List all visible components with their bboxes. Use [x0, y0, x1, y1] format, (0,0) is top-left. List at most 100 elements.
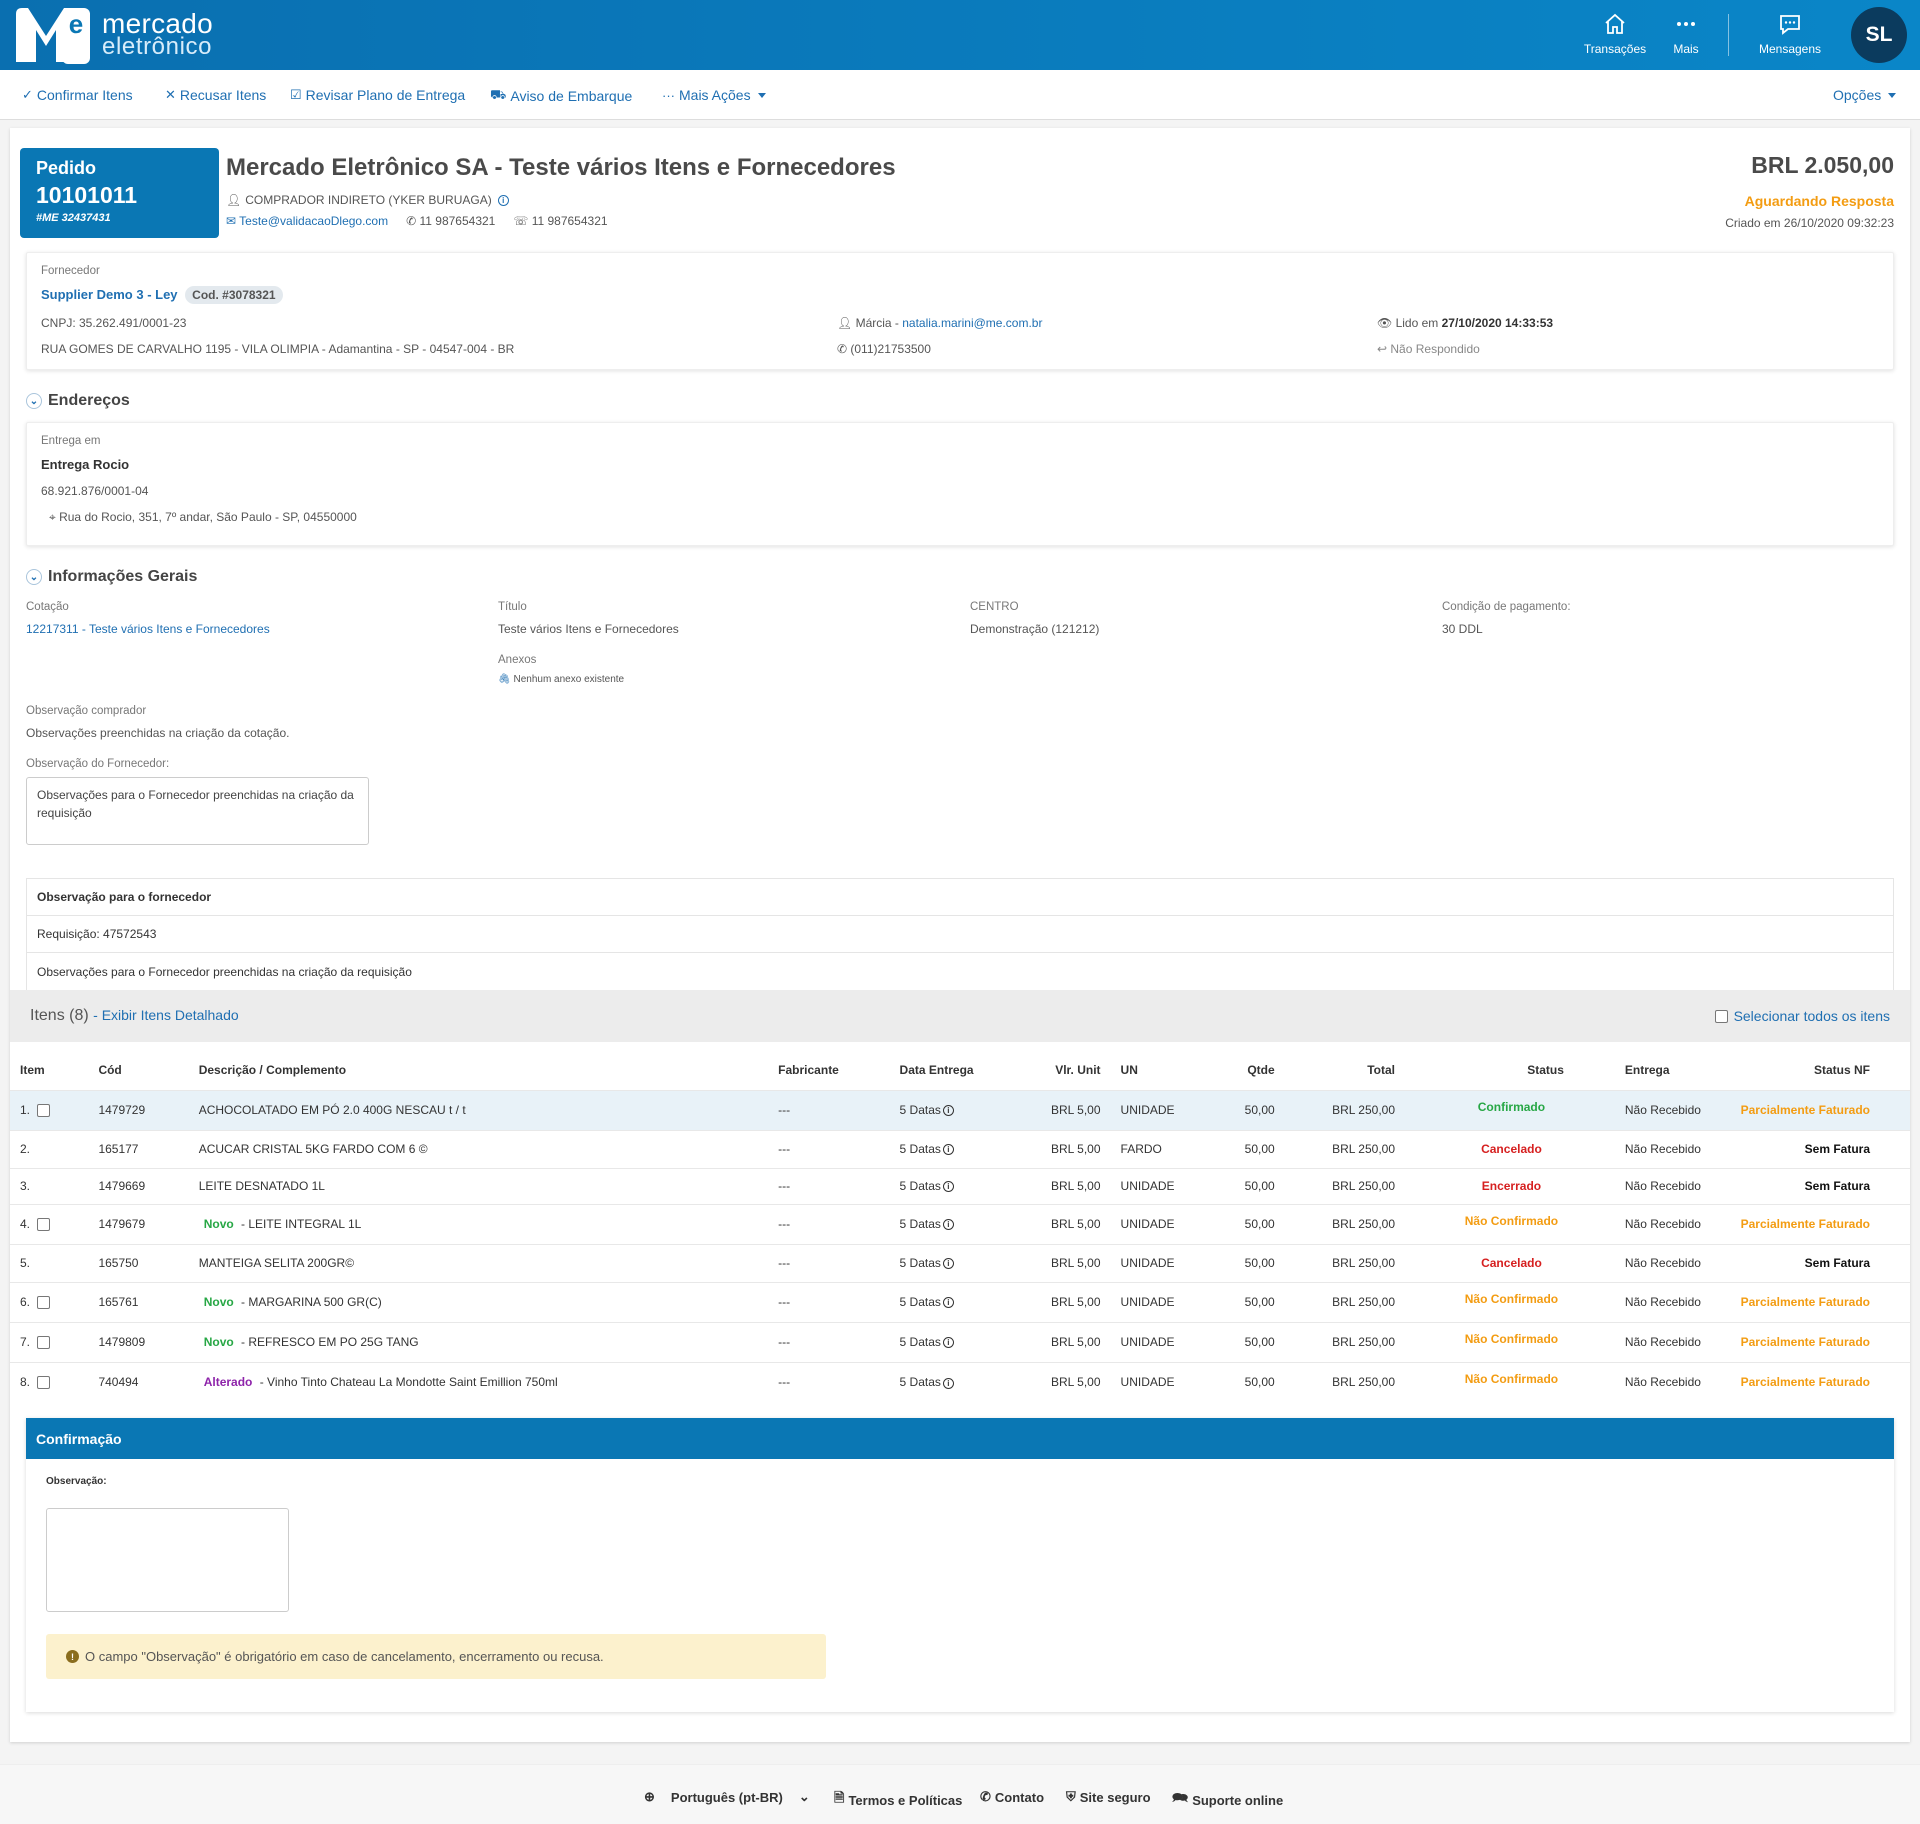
- shipping-notice-button[interactable]: ⛟ Aviso de Embarque: [490, 87, 632, 105]
- nav-transacoes[interactable]: Transações: [1575, 12, 1655, 56]
- item-unit-value: BRL 5,00: [1043, 1167, 1105, 1204]
- supplier-obs-textarea[interactable]: Observações para o Fornecedor preenchida…: [26, 777, 369, 845]
- general-info-toggle[interactable]: ⌄ Informações Gerais: [26, 568, 197, 586]
- ellipsis-icon: ···: [662, 87, 675, 103]
- item-unit: UNIDADE: [1104, 1281, 1233, 1322]
- table-row[interactable]: 5. 165750 MANTEIGA SELITA 200GR© --- 5 Datas…: [10, 1243, 1910, 1282]
- item-unit: UNIDADE: [1104, 1243, 1233, 1282]
- checkbox[interactable]: [1714, 1009, 1728, 1023]
- show-detailed-items-link[interactable]: - Exibir Itens Detalhado: [93, 1007, 239, 1023]
- items-table: Item Cód Descrição / Complemento Fabrica…: [10, 1050, 1910, 1402]
- select-all-checkbox[interactable]: Selecionar todos os itens: [1714, 1008, 1890, 1024]
- info-icon[interactable]: i: [942, 1144, 954, 1156]
- table-row[interactable]: 6. 165761 Novo - MARGARINA 500 GR(C) --- 5 …: [10, 1281, 1910, 1322]
- col-nf-status: Status NF: [1813, 1062, 1870, 1077]
- item-checkbox[interactable]: [37, 1336, 51, 1350]
- info-icon[interactable]: i: [942, 1181, 954, 1193]
- table-row[interactable]: 3. 1479669 LEITE DESNATADO 1L --- 5 Datas i BR…: [10, 1167, 1910, 1204]
- item-number-cell: 6.: [10, 1281, 95, 1322]
- info-icon[interactable]: i: [942, 1105, 954, 1117]
- item-checkbox[interactable]: [37, 1104, 51, 1118]
- confirmation-obs-textarea[interactable]: [46, 1508, 289, 1612]
- item-description-cell: ACHOCOLATADO EM PÓ 2.0 400G NESCAU t / t: [194, 1089, 775, 1130]
- brand-logo[interactable]: e mercado eletrônico: [14, 6, 213, 64]
- fax-icon: ☏: [513, 214, 532, 228]
- read-info: 👁︎ Lido em 27/10/2020 14:33:53: [1377, 316, 1553, 330]
- item-delivery-date: 5 Datas: [899, 1103, 941, 1117]
- item-checkbox[interactable]: [37, 1376, 51, 1390]
- info-icon[interactable]: i: [942, 1219, 954, 1231]
- item-nf-status: Parcialmente Faturado: [1740, 1375, 1870, 1390]
- item-total: BRL 250,00: [1278, 1089, 1399, 1130]
- item-number: 4.: [20, 1216, 31, 1231]
- item-delivery-date-cell[interactable]: 5 Datas i: [895, 1243, 1044, 1282]
- table-row[interactable]: 1. 1479729 ACHOCOLATADO EM PÓ 2.0 400G NE…: [10, 1089, 1910, 1130]
- item-number-cell: 8.: [10, 1361, 95, 1402]
- item-code: 1479809: [94, 1321, 195, 1362]
- addresses-toggle[interactable]: ⌄ Endereços: [26, 392, 130, 410]
- options-dropdown[interactable]: Opções: [1833, 87, 1897, 103]
- item-delivery-date-cell[interactable]: 5 Datas i: [895, 1129, 1044, 1168]
- item-unit: UNIDADE: [1104, 1361, 1233, 1402]
- item-checkbox[interactable]: [37, 1218, 51, 1232]
- item-delivery-date-cell[interactable]: 5 Datas i: [895, 1167, 1044, 1204]
- confirm-items-button[interactable]: ✓ Confirmar Itens: [22, 87, 133, 103]
- item-qty: 50,00: [1232, 1167, 1279, 1204]
- quote-link[interactable]: 12217311 - Teste vários Itens e Forneced…: [26, 622, 270, 636]
- nav-mensagens[interactable]: Mensagens: [1750, 12, 1830, 56]
- messages-icon: [1780, 15, 1800, 35]
- contact-email-link[interactable]: natalia.marini@me.com.br: [902, 316, 1043, 330]
- info-icon[interactable]: i: [942, 1337, 954, 1349]
- phone-icon: ✆: [980, 1789, 991, 1804]
- more-actions-dropdown[interactable]: ··· Mais Ações: [662, 87, 766, 103]
- item-delivery-date-cell[interactable]: 5 Datas i: [895, 1281, 1044, 1322]
- language-selector[interactable]: ⊕ Português (pt-BR) ⌄: [644, 1789, 810, 1805]
- confirm-items-label: Confirmar Itens: [36, 87, 133, 103]
- title-value: Teste vários Itens e Fornecedores: [498, 622, 679, 636]
- order-contacts: ✉ Teste@validacaoDlego.com ✆ 11 98765432…: [226, 214, 608, 228]
- terms-link[interactable]: 🗎︎ Termos e Políticas: [834, 1789, 962, 1811]
- required-field-text: O campo "Observação" é obrigatório em ca…: [85, 1649, 604, 1664]
- item-qty: 50,00: [1232, 1203, 1279, 1244]
- reply-icon: ↩: [1377, 342, 1391, 356]
- table-row[interactable]: 4. 1479679 Novo - LEITE INTEGRAL 1L --- 5 D…: [10, 1203, 1910, 1244]
- item-total: BRL 250,00: [1278, 1321, 1399, 1362]
- item-checkbox[interactable]: [37, 1296, 51, 1310]
- contact-link[interactable]: ✆ Contato: [980, 1789, 1044, 1805]
- supplier-name-link[interactable]: Supplier Demo 3 - Ley: [41, 287, 178, 302]
- secure-site-link[interactable]: ⛨ Site seguro: [1066, 1789, 1151, 1805]
- nav-mais[interactable]: Mais: [1646, 12, 1726, 56]
- item-delivery-status: Não Recebido: [1567, 1361, 1713, 1402]
- item-tag-badge: Novo: [203, 1217, 234, 1231]
- paperclip-icon: 🖇︎: [498, 674, 514, 685]
- item-description-cell: Novo - REFRESCO EM PO 25G TANG: [194, 1321, 775, 1362]
- info-icon[interactable]: i: [942, 1297, 954, 1309]
- refuse-items-button[interactable]: ✕ Recusar Itens: [165, 87, 266, 103]
- user-avatar[interactable]: SL: [1851, 7, 1907, 63]
- item-total: BRL 250,00: [1278, 1203, 1399, 1244]
- revise-plan-button[interactable]: ☑ Revisar Plano de Entrega: [290, 87, 465, 103]
- check-circle-icon: ✓: [22, 87, 33, 102]
- item-unit-value: BRL 5,00: [1043, 1281, 1105, 1322]
- items-table-header: Item Cód Descrição / Complemento Fabrica…: [10, 1050, 1910, 1090]
- item-number: 7.: [20, 1334, 31, 1349]
- item-status-cell: Cancelado: [1399, 1129, 1568, 1168]
- table-row[interactable]: 8. 740494 Alterado - Vinho Tinto Chateau …: [10, 1361, 1910, 1402]
- info-icon[interactable]: i: [942, 1258, 954, 1270]
- online-support-label: Suporte online: [1192, 1792, 1284, 1808]
- table-row[interactable]: 7. 1479809 Novo - REFRESCO EM PO 25G TANG…: [10, 1321, 1910, 1362]
- svg-text:e: e: [69, 9, 83, 39]
- info-icon[interactable]: i: [497, 194, 509, 206]
- item-number: 2.: [20, 1142, 31, 1156]
- info-icon[interactable]: i: [942, 1377, 954, 1389]
- item-delivery-date-cell[interactable]: 5 Datas i: [895, 1089, 1044, 1130]
- caret-down-icon: [757, 92, 766, 98]
- item-description: ACHOCOLATADO EM PÓ 2.0 400G NESCAU t / t: [198, 1103, 466, 1117]
- buyer-email-link[interactable]: ✉ Teste@validacaoDlego.com: [226, 214, 388, 228]
- item-delivery-date-cell[interactable]: 5 Datas i: [895, 1361, 1044, 1402]
- item-description: ACUCAR CRISTAL 5KG FARDO COM 6 ©: [198, 1142, 428, 1156]
- online-support-link[interactable]: 🗪︎ Suporte online: [1172, 1789, 1283, 1811]
- table-row[interactable]: 2. 165177 ACUCAR CRISTAL 5KG FARDO COM 6 ©…: [10, 1129, 1910, 1168]
- item-delivery-date-cell[interactable]: 5 Datas i: [895, 1203, 1044, 1244]
- item-delivery-date-cell[interactable]: 5 Datas i: [895, 1321, 1044, 1362]
